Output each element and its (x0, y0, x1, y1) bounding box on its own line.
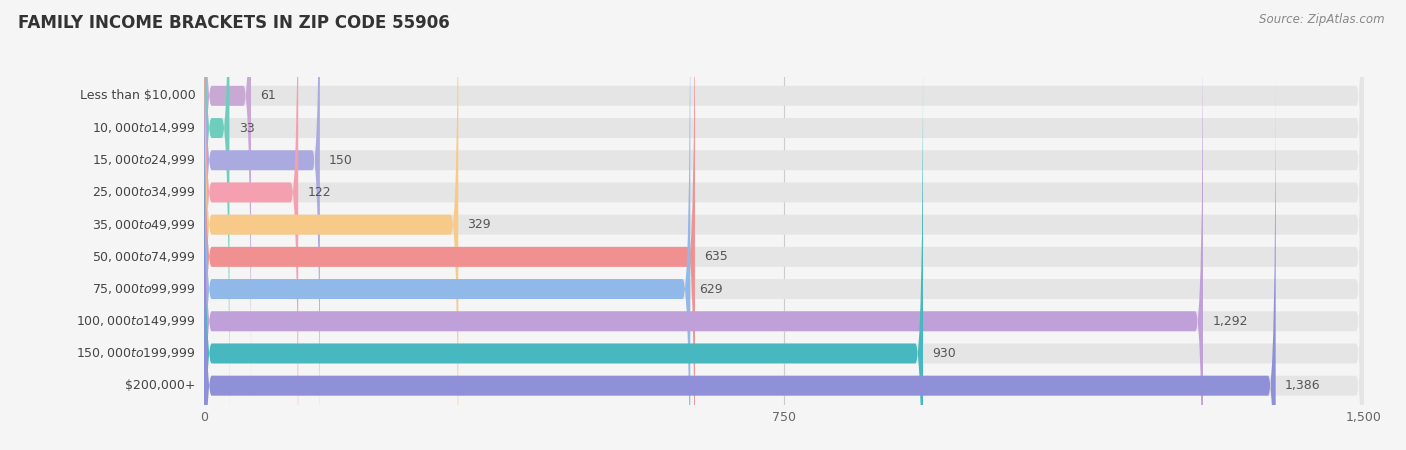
FancyBboxPatch shape (204, 0, 252, 408)
Text: FAMILY INCOME BRACKETS IN ZIP CODE 55906: FAMILY INCOME BRACKETS IN ZIP CODE 55906 (18, 14, 450, 32)
Text: $75,000 to $99,999: $75,000 to $99,999 (91, 282, 195, 296)
Text: 122: 122 (308, 186, 332, 199)
Text: 33: 33 (239, 122, 254, 135)
FancyBboxPatch shape (204, 0, 1364, 450)
Text: 930: 930 (932, 347, 956, 360)
FancyBboxPatch shape (204, 9, 1204, 450)
Text: 1,292: 1,292 (1212, 315, 1247, 328)
Text: Source: ZipAtlas.com: Source: ZipAtlas.com (1260, 14, 1385, 27)
FancyBboxPatch shape (204, 0, 229, 440)
FancyBboxPatch shape (204, 0, 321, 450)
FancyBboxPatch shape (204, 0, 1364, 450)
FancyBboxPatch shape (204, 74, 1364, 450)
Text: 629: 629 (700, 283, 723, 296)
FancyBboxPatch shape (204, 9, 1364, 450)
FancyBboxPatch shape (204, 0, 458, 450)
Text: $35,000 to $49,999: $35,000 to $49,999 (91, 218, 195, 232)
Text: $15,000 to $24,999: $15,000 to $24,999 (91, 153, 195, 167)
Text: 1,386: 1,386 (1285, 379, 1320, 392)
Text: $50,000 to $74,999: $50,000 to $74,999 (91, 250, 195, 264)
FancyBboxPatch shape (204, 41, 922, 450)
Text: $100,000 to $149,999: $100,000 to $149,999 (76, 314, 195, 328)
FancyBboxPatch shape (204, 0, 690, 450)
FancyBboxPatch shape (204, 0, 1364, 440)
FancyBboxPatch shape (204, 0, 298, 450)
FancyBboxPatch shape (204, 41, 1364, 450)
Text: 150: 150 (329, 154, 353, 167)
FancyBboxPatch shape (204, 0, 1364, 408)
Text: $200,000+: $200,000+ (125, 379, 195, 392)
FancyBboxPatch shape (204, 74, 1275, 450)
FancyBboxPatch shape (204, 0, 1364, 450)
FancyBboxPatch shape (204, 0, 1364, 450)
Text: 329: 329 (468, 218, 491, 231)
FancyBboxPatch shape (204, 0, 1364, 450)
FancyBboxPatch shape (204, 0, 695, 450)
Text: 61: 61 (260, 89, 276, 102)
Text: $25,000 to $34,999: $25,000 to $34,999 (91, 185, 195, 199)
Text: 635: 635 (704, 250, 728, 263)
Text: $150,000 to $199,999: $150,000 to $199,999 (76, 346, 195, 360)
Text: Less than $10,000: Less than $10,000 (80, 89, 195, 102)
Text: $10,000 to $14,999: $10,000 to $14,999 (91, 121, 195, 135)
